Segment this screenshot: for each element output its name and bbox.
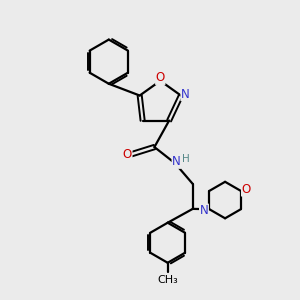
Text: O: O (123, 148, 132, 161)
Text: O: O (242, 183, 251, 196)
Text: N: N (181, 88, 190, 100)
Text: CH₃: CH₃ (157, 274, 178, 284)
Text: O: O (156, 71, 165, 84)
Text: H: H (182, 154, 190, 164)
Text: N: N (200, 204, 208, 217)
Text: N: N (172, 155, 181, 168)
